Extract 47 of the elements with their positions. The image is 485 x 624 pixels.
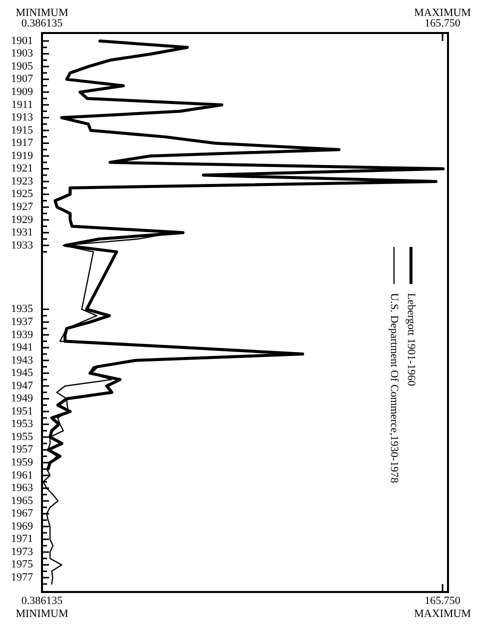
text: U.S. Department Of Commerce,1930-1978 bbox=[387, 293, 401, 484]
x2-tick-label: 0.386135 bbox=[21, 18, 64, 30]
x-tick-label: 165.750 MAXIMUM bbox=[414, 595, 472, 620]
y-tick-label: 1909 bbox=[11, 86, 34, 98]
y-tick-label: 1935 bbox=[11, 303, 34, 316]
y-tick-label: 1913 bbox=[11, 112, 34, 124]
x2-tick-label: 165.750 bbox=[424, 18, 461, 30]
y-tick-label: 1933 bbox=[11, 239, 34, 252]
y-tick-label: 1903 bbox=[11, 48, 34, 60]
y-tick-label: 1963 bbox=[11, 482, 34, 494]
y-tick-label: 1957 bbox=[11, 444, 34, 456]
y-tick-label: 1973 bbox=[11, 546, 34, 558]
y-tick-label: 1939 bbox=[11, 328, 34, 341]
y-tick-label: 1977 bbox=[11, 572, 34, 584]
y-tick-label: 1923 bbox=[11, 175, 34, 188]
y-tick-label: 1911 bbox=[11, 98, 33, 111]
y-tick-label: 1975 bbox=[11, 558, 34, 571]
y-tick-label: 1905 bbox=[11, 60, 34, 72]
text: MAXIMUM bbox=[414, 7, 472, 19]
y-tick-label: 1907 bbox=[11, 73, 34, 86]
text: MINIMUM bbox=[16, 7, 68, 19]
y-tick-label: 1901 bbox=[11, 34, 33, 47]
y-tick-label: 1919 bbox=[11, 150, 34, 162]
y-tick-label: 1931 bbox=[11, 226, 33, 239]
y-tick-label: 1927 bbox=[11, 200, 34, 213]
y-tick-label: 1915 bbox=[11, 124, 34, 136]
y-tick-label: 1949 bbox=[11, 392, 34, 405]
y-tick-label: 1951 bbox=[11, 405, 33, 418]
y-tick-label: 1921 bbox=[11, 162, 33, 175]
y-tick-label: 1955 bbox=[11, 430, 34, 443]
y-tick-label: 1959 bbox=[11, 456, 34, 469]
y-tick-label: 1937 bbox=[11, 316, 34, 328]
y-tick-label: 1945 bbox=[11, 367, 34, 380]
x-tick-label: 0.386135 MINIMUM bbox=[16, 595, 68, 620]
y-tick-label: 1943 bbox=[11, 354, 34, 366]
y-tick-label: 1941 bbox=[11, 342, 33, 354]
y-tick-label: 1953 bbox=[11, 418, 34, 430]
y-tick-label: 1917 bbox=[11, 137, 34, 150]
y-tick-label: 1971 bbox=[11, 533, 33, 546]
y-tick-label: 1969 bbox=[11, 520, 34, 532]
y-tick-label: 1961 bbox=[11, 469, 33, 482]
y-tick-label: 1925 bbox=[11, 188, 34, 200]
y-tick-label: 1967 bbox=[11, 508, 34, 520]
text: Lebergott 1901-1960 bbox=[404, 293, 418, 386]
y-tick-label: 1947 bbox=[11, 380, 34, 392]
y-tick-label: 1965 bbox=[11, 494, 34, 507]
y-tick-label: 1929 bbox=[11, 214, 34, 226]
